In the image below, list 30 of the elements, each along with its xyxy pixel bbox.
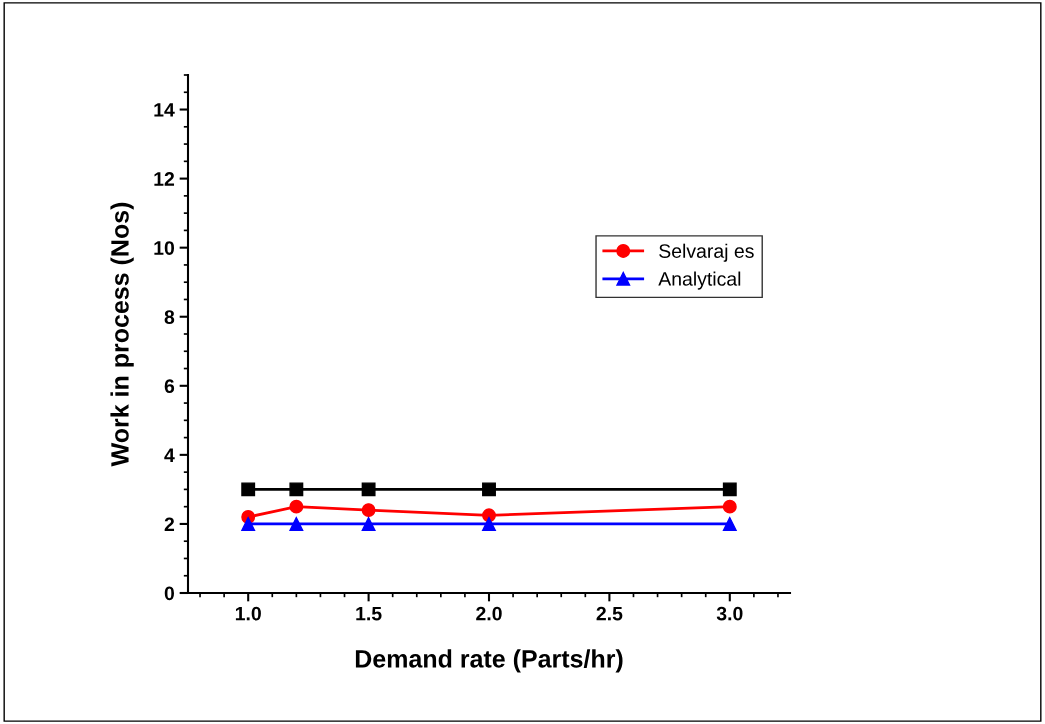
y-tick-label: 12 (154, 172, 175, 186)
x-tick-label: 1.5 (356, 606, 382, 621)
point (241, 516, 256, 531)
point (361, 503, 376, 518)
y-axis-title: Work in process (Nos) (110, 202, 134, 467)
y-tick-label: 10 (154, 241, 175, 255)
point (361, 482, 376, 497)
point (289, 482, 304, 497)
y-tick-label: 6 (164, 379, 175, 394)
legend-label: Selvaraj es (659, 243, 754, 262)
x-axis-title: Demand rate (Parts/hr) (355, 649, 623, 673)
x-tick-label: 3.0 (716, 606, 743, 621)
point (722, 482, 737, 497)
y-tick-label: 8 (164, 310, 175, 324)
x-tick-label: 1.0 (235, 606, 261, 621)
y-tick-label: 4 (164, 448, 175, 462)
point (482, 482, 496, 497)
point (722, 499, 737, 514)
x-tick-label: 2.0 (476, 606, 502, 621)
y-tick-label: 14 (154, 103, 175, 117)
point (241, 482, 256, 497)
legend-label: Analytical (658, 271, 741, 290)
y-tick-label: 2 (164, 517, 175, 531)
point (482, 516, 496, 531)
point (722, 516, 737, 531)
point (289, 499, 304, 514)
y-tick-label: 0 (164, 586, 175, 601)
point (289, 516, 304, 531)
x-tick-label: 2.5 (596, 606, 623, 621)
point (361, 516, 376, 531)
